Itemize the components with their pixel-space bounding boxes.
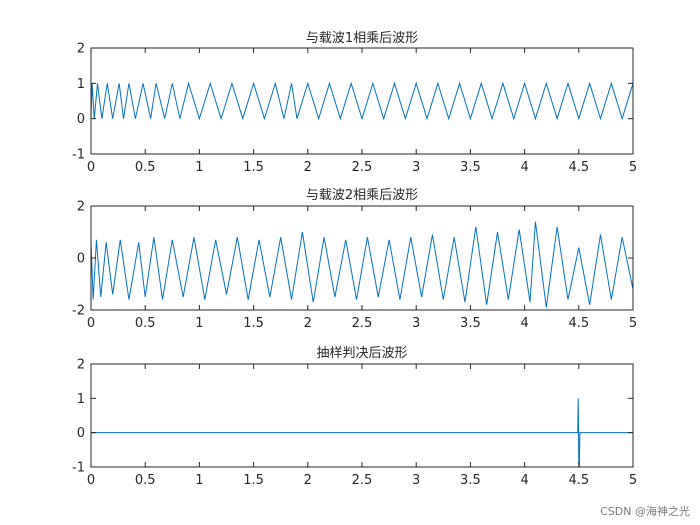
x-tick-label: 4.5 — [568, 473, 589, 488]
x-tick-label: 3 — [412, 160, 420, 175]
y-tick-label: -1 — [72, 148, 85, 163]
x-tick-label: 3 — [412, 316, 420, 331]
x-tick-label: 3.5 — [460, 316, 481, 331]
series-line-1 — [90, 81, 634, 121]
series-line-1 — [90, 221, 634, 308]
y-tick-label: 2 — [77, 200, 85, 215]
series-layer — [90, 221, 634, 308]
x-tick-label: 2 — [304, 316, 312, 331]
x-tick-label: 4 — [520, 316, 528, 331]
x-tick-label: 4 — [520, 160, 528, 175]
y-tick-label: 2 — [77, 42, 85, 57]
chart-title: 与载波1相乘后波形 — [306, 31, 418, 46]
x-tick-label: 1 — [195, 473, 203, 488]
x-tick-label: 5 — [629, 160, 637, 175]
x-tick-label: 4 — [520, 473, 528, 488]
x-tick-label: 1 — [195, 160, 203, 175]
y-tick-label: 1 — [77, 392, 85, 407]
y-tick-label: 0 — [77, 252, 85, 267]
y-axis: -1 0 1 2 — [72, 358, 633, 476]
y-tick-label: 2 — [77, 358, 85, 373]
y-tick-label: 0 — [77, 112, 85, 127]
plot-frame — [90, 363, 634, 468]
x-tick-label: 3.5 — [460, 160, 481, 175]
x-tick-label: 5 — [629, 316, 637, 331]
x-axis: 0 0.5 1 1.5 2 2.5 3 3.5 4 4.5 5 — [87, 364, 637, 488]
x-axis: 0 0.5 1 1.5 2 2.5 3 3.5 4 4.5 5 — [87, 206, 637, 331]
x-tick-label: 5 — [629, 473, 637, 488]
x-tick-label: 0.5 — [135, 473, 156, 488]
x-tick-label: 1.5 — [243, 316, 264, 331]
series-layer — [91, 398, 633, 468]
x-tick-label: 2.5 — [352, 473, 373, 488]
subplot-2: 与载波2相乘后波形 0 0.5 1 1.5 2 2.5 3 3.5 4 4.5 5 -202 — [72, 188, 637, 331]
x-tick-label: 0.5 — [135, 160, 156, 175]
series-layer — [90, 81, 634, 121]
x-tick-label: 1 — [195, 316, 203, 331]
x-tick-label: 2.5 — [352, 160, 373, 175]
y-tick-label: -2 — [72, 304, 85, 319]
x-tick-label: 2 — [304, 473, 312, 488]
chart-title: 抽样判决后波形 — [316, 346, 407, 361]
series-line-1 — [91, 398, 633, 468]
y-axis: -1 0 1 2 — [72, 42, 633, 163]
x-tick-label: 2 — [304, 160, 312, 175]
watermark: CSDN @海神之光 — [600, 505, 690, 518]
x-tick-label: 0.5 — [135, 316, 156, 331]
x-tick-label: 2.5 — [352, 316, 373, 331]
x-tick-label: 0 — [87, 316, 95, 331]
y-tick-label: 0 — [77, 426, 85, 441]
x-tick-label: 1.5 — [243, 473, 264, 488]
x-tick-label: 4.5 — [568, 160, 589, 175]
x-tick-label: 3.5 — [460, 473, 481, 488]
chart-title: 与载波2相乘后波形 — [306, 188, 418, 203]
plot-frame — [90, 205, 634, 311]
x-tick-label: 4.5 — [568, 316, 589, 331]
x-tick-label: 0 — [87, 473, 95, 488]
y-axis: -2 0 2 — [72, 200, 633, 319]
x-tick-label: 0 — [87, 160, 95, 175]
x-axis: 0 0.5 1 1.5 2 2.5 3 3.5 4 4.5 5 — [87, 48, 637, 175]
y-tick-label: -1 — [72, 461, 85, 476]
x-tick-label: 3 — [412, 473, 420, 488]
x-tick-label: 1.5 — [243, 160, 264, 175]
y-tick-label: 1 — [77, 77, 85, 92]
